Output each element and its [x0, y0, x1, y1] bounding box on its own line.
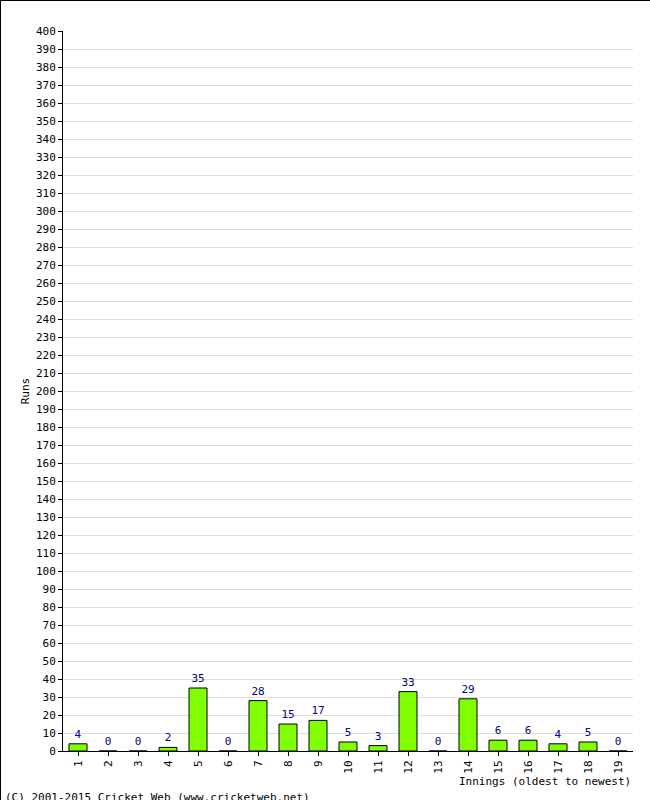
svg-text:0: 0	[225, 735, 232, 748]
svg-text:100: 100	[36, 565, 56, 578]
svg-text:0: 0	[615, 735, 622, 748]
svg-text:16: 16	[522, 760, 535, 773]
svg-text:6: 6	[495, 724, 502, 737]
svg-text:(C) 2001-2015 Cricket Web (www: (C) 2001-2015 Cricket Web (www.cricketwe…	[5, 791, 310, 800]
svg-text:0: 0	[135, 735, 142, 748]
svg-text:280: 280	[36, 241, 56, 254]
svg-text:6: 6	[222, 760, 235, 767]
svg-text:210: 210	[36, 367, 56, 380]
svg-text:3: 3	[375, 730, 382, 743]
svg-text:0: 0	[105, 735, 112, 748]
svg-text:28: 28	[251, 685, 264, 698]
svg-text:6: 6	[525, 724, 532, 737]
svg-text:Innings (oldest to newest): Innings (oldest to newest)	[459, 775, 631, 788]
svg-text:320: 320	[36, 169, 56, 182]
svg-text:330: 330	[36, 151, 56, 164]
svg-text:35: 35	[191, 672, 204, 685]
svg-text:370: 370	[36, 79, 56, 92]
svg-text:350: 350	[36, 115, 56, 128]
svg-text:5: 5	[345, 726, 352, 739]
svg-text:4: 4	[75, 728, 82, 741]
svg-text:110: 110	[36, 547, 56, 560]
svg-text:120: 120	[36, 529, 56, 542]
svg-text:10: 10	[342, 760, 355, 773]
svg-text:200: 200	[36, 385, 56, 398]
svg-text:15: 15	[281, 708, 294, 721]
svg-text:29: 29	[461, 683, 474, 696]
svg-text:17: 17	[552, 760, 565, 773]
svg-text:5: 5	[192, 760, 205, 767]
svg-text:260: 260	[36, 277, 56, 290]
svg-text:140: 140	[36, 493, 56, 506]
svg-text:3: 3	[132, 760, 145, 767]
svg-text:130: 130	[36, 511, 56, 524]
svg-text:30: 30	[43, 691, 56, 704]
svg-text:13: 13	[432, 760, 445, 773]
svg-text:50: 50	[43, 655, 56, 668]
svg-text:250: 250	[36, 295, 56, 308]
svg-text:390: 390	[36, 43, 56, 56]
svg-text:340: 340	[36, 133, 56, 146]
svg-text:9: 9	[312, 760, 325, 767]
svg-text:17: 17	[311, 704, 324, 717]
svg-text:14: 14	[462, 760, 475, 774]
svg-text:2: 2	[165, 731, 172, 744]
svg-text:11: 11	[372, 760, 385, 773]
svg-text:230: 230	[36, 331, 56, 344]
svg-text:33: 33	[401, 676, 414, 689]
svg-text:380: 380	[36, 61, 56, 74]
svg-text:240: 240	[36, 313, 56, 326]
svg-text:180: 180	[36, 421, 56, 434]
svg-text:10: 10	[43, 727, 56, 740]
svg-text:150: 150	[36, 475, 56, 488]
svg-text:190: 190	[36, 403, 56, 416]
svg-text:4: 4	[555, 728, 562, 741]
svg-text:290: 290	[36, 223, 56, 236]
svg-text:0: 0	[49, 745, 56, 758]
svg-text:1: 1	[72, 760, 85, 767]
svg-text:90: 90	[43, 583, 56, 596]
svg-text:19: 19	[612, 760, 625, 773]
svg-text:270: 270	[36, 259, 56, 272]
svg-text:310: 310	[36, 187, 56, 200]
svg-text:0: 0	[435, 735, 442, 748]
svg-text:220: 220	[36, 349, 56, 362]
svg-text:2: 2	[102, 760, 115, 767]
svg-text:4: 4	[162, 760, 175, 767]
svg-text:Runs: Runs	[19, 378, 32, 405]
svg-text:80: 80	[43, 601, 56, 614]
svg-text:15: 15	[492, 760, 505, 773]
svg-text:400: 400	[36, 25, 56, 38]
svg-text:360: 360	[36, 97, 56, 110]
svg-text:70: 70	[43, 619, 56, 632]
svg-text:5: 5	[585, 726, 592, 739]
svg-text:12: 12	[402, 760, 415, 773]
svg-text:300: 300	[36, 205, 56, 218]
svg-text:160: 160	[36, 457, 56, 470]
svg-text:40: 40	[43, 673, 56, 686]
svg-text:20: 20	[43, 709, 56, 722]
svg-text:18: 18	[582, 760, 595, 773]
svg-text:170: 170	[36, 439, 56, 452]
svg-text:8: 8	[282, 760, 295, 767]
svg-text:60: 60	[43, 637, 56, 650]
svg-text:7: 7	[252, 760, 265, 767]
